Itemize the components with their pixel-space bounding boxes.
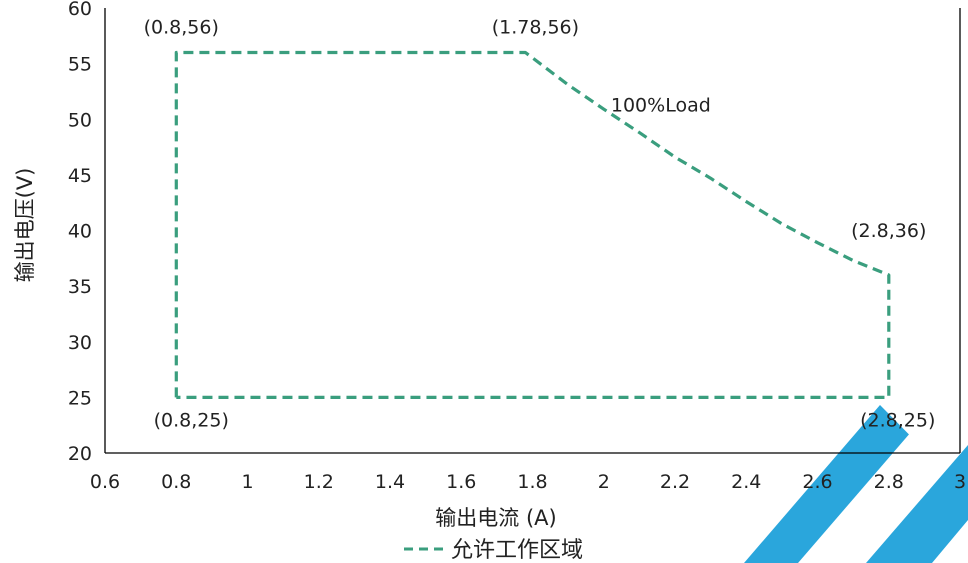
x-tick-label: 2.4 — [731, 471, 761, 493]
curve-label: 100%Load — [611, 94, 711, 116]
y-tick-label: 20 — [68, 443, 92, 465]
x-tick-label: 2.8 — [874, 471, 904, 493]
x-tick-label: 1.6 — [446, 471, 476, 493]
y-tick-label: 40 — [68, 221, 92, 243]
x-tick-label: 3 — [954, 471, 966, 493]
y-tick-label: 55 — [68, 54, 92, 76]
tick-labels: 0.6 0.8 1 1.2 1.4 1.6 1.8 2 2.2 2.4 2.6 2.8 3 20 25 30 3… — [68, 0, 966, 493]
point-label: (2.8,25) — [860, 409, 935, 431]
point-labels: (0.8,56) (1.78,56) (2.8,36) (0.8,25) (2.8,25… — [144, 17, 936, 432]
x-axis-label: 输出电流 (A) — [435, 506, 556, 530]
x-tick-label: 1.2 — [304, 471, 334, 493]
x-tick-label: 1.4 — [375, 471, 405, 493]
watermark-stripe — [866, 445, 968, 563]
y-tick-label: 35 — [68, 276, 92, 298]
legend: 允许工作区域 — [404, 538, 583, 563]
y-tick-label: 60 — [68, 0, 92, 20]
y-axis-label: 输出电压(V) — [13, 168, 37, 283]
plot-area — [104, 8, 961, 454]
series-line — [174, 50, 891, 399]
x-tick-label: 2.2 — [660, 471, 690, 493]
watermark-gap — [798, 366, 968, 563]
x-tick-label: 1 — [241, 471, 253, 493]
legend-label: 允许工作区域 — [451, 538, 583, 563]
y-tick-label: 45 — [68, 165, 92, 187]
point-label: (0.8,56) — [144, 17, 219, 39]
watermark-stripe — [744, 405, 937, 563]
decorative-watermark — [744, 366, 968, 563]
y-tick-label: 30 — [68, 332, 92, 354]
x-tick-label: 0.8 — [161, 471, 191, 493]
y-tick-label: 25 — [68, 387, 92, 409]
point-label: (2.8,36) — [851, 220, 926, 242]
x-tick-label: 1.8 — [517, 471, 547, 493]
y-tick-label: 50 — [68, 109, 92, 131]
x-tick-label: 2.6 — [802, 471, 832, 493]
x-tick-label: 0.6 — [90, 471, 120, 493]
point-label: (0.8,25) — [154, 409, 229, 431]
point-label: (1.78,56) — [492, 17, 579, 39]
x-tick-label: 2 — [598, 471, 610, 493]
